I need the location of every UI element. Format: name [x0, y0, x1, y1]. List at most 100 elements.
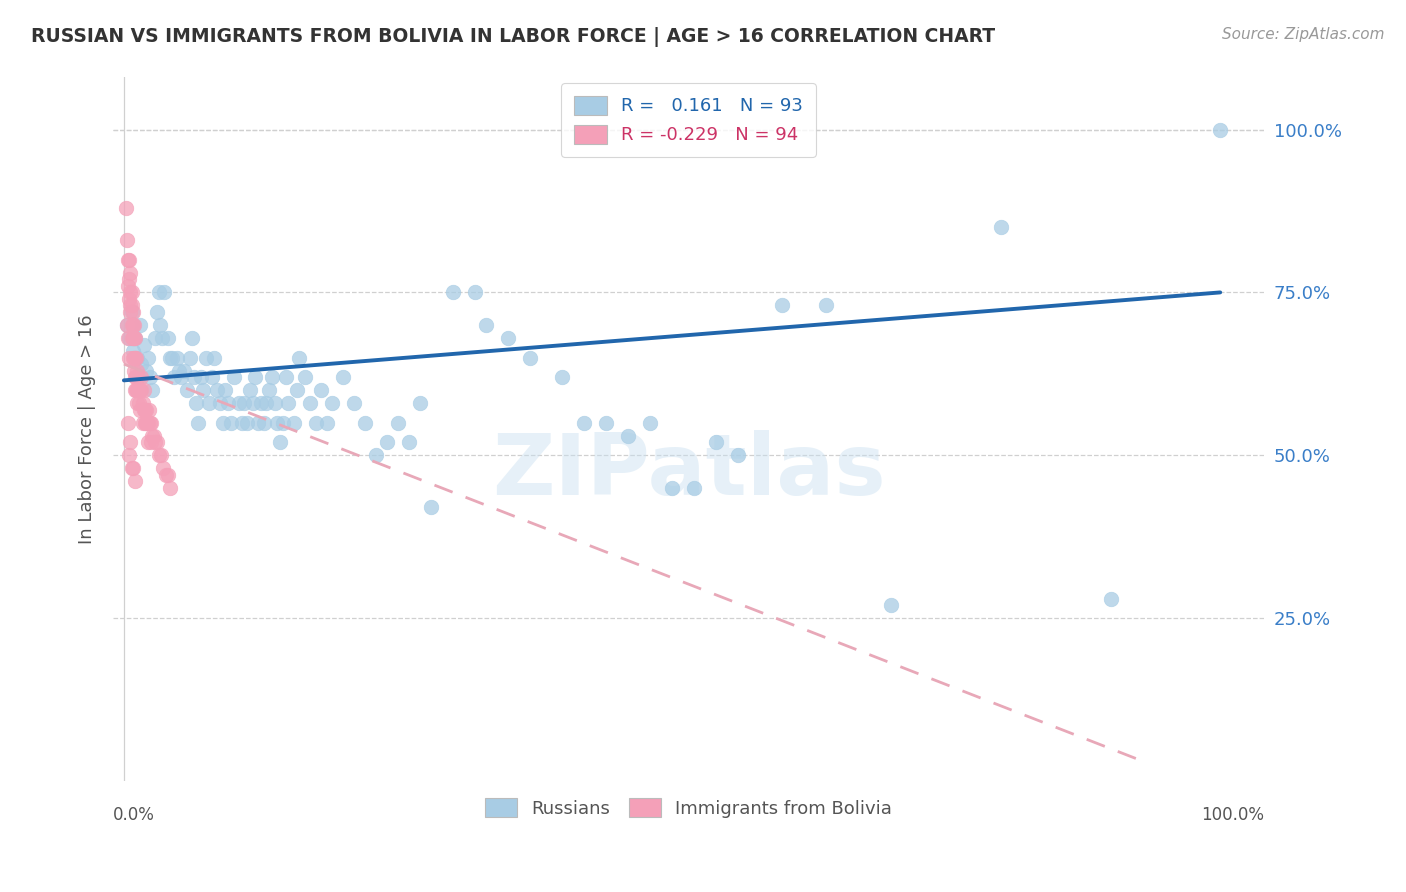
Point [156, 331, 179, 345]
Point [617, 428, 640, 442]
Point [257, 383, 280, 397]
Point [239, 383, 262, 397]
Point [125, 351, 148, 365]
Point [198, 396, 221, 410]
Point [179, 351, 201, 365]
Point [496, 331, 519, 345]
Point [141, 428, 163, 442]
Point [150, 448, 173, 462]
Point [134, 416, 156, 430]
Point [770, 298, 793, 312]
Point [283, 416, 305, 430]
Point [139, 416, 162, 430]
Point [266, 416, 288, 430]
Point [305, 416, 328, 430]
Legend: Russians, Immigrants from Bolivia: Russians, Immigrants from Bolivia [478, 790, 900, 825]
Point [125, 363, 148, 377]
Point [186, 396, 208, 410]
Point [661, 481, 683, 495]
Point [474, 318, 496, 332]
Point [149, 318, 172, 332]
Point [131, 416, 153, 430]
Point [167, 363, 190, 377]
Point [125, 383, 148, 397]
Point [704, 435, 727, 450]
Point [122, 363, 145, 377]
Point [125, 383, 148, 397]
Point [121, 331, 143, 345]
Point [398, 435, 420, 450]
Point [129, 383, 152, 397]
Point [285, 383, 308, 397]
Point [118, 448, 141, 462]
Point [315, 416, 337, 430]
Point [163, 370, 186, 384]
Point [159, 351, 181, 365]
Point [387, 416, 409, 430]
Point [124, 331, 146, 345]
Point [191, 383, 214, 397]
Point [132, 337, 155, 351]
Point [217, 396, 239, 410]
Point [118, 331, 141, 345]
Point [201, 370, 224, 384]
Point [125, 370, 148, 384]
Point [253, 416, 276, 430]
Point [121, 318, 143, 332]
Point [441, 285, 464, 300]
Point [122, 351, 145, 365]
Point [170, 370, 193, 384]
Point [250, 396, 273, 410]
Point [814, 298, 837, 312]
Point [121, 318, 143, 332]
Point [269, 435, 291, 450]
Point [135, 363, 157, 377]
Point [124, 383, 146, 397]
Point [135, 416, 157, 430]
Point [128, 370, 150, 384]
Point [160, 351, 183, 365]
Point [118, 351, 141, 365]
Point [143, 331, 166, 345]
Point [209, 396, 232, 410]
Point [124, 331, 146, 345]
Point [120, 285, 142, 300]
Point [132, 402, 155, 417]
Point [117, 252, 139, 267]
Point [134, 402, 156, 417]
Point [727, 448, 749, 462]
Point [159, 481, 181, 495]
Point [222, 370, 245, 384]
Point [299, 396, 322, 410]
Point [276, 370, 298, 384]
Point [121, 298, 143, 312]
Point [343, 396, 366, 410]
Point [136, 416, 159, 430]
Point [233, 396, 256, 410]
Point [264, 396, 287, 410]
Point [166, 351, 188, 365]
Point [141, 435, 163, 450]
Point [142, 428, 165, 442]
Point [135, 416, 157, 430]
Point [190, 370, 212, 384]
Point [246, 416, 269, 430]
Point [309, 383, 332, 397]
Point [120, 298, 142, 312]
Point [124, 475, 146, 489]
Point [180, 331, 202, 345]
Point [519, 351, 541, 365]
Point [120, 266, 142, 280]
Point [242, 396, 264, 410]
Point [121, 461, 143, 475]
Point [121, 351, 143, 365]
Point [574, 416, 596, 430]
Point [146, 435, 169, 450]
Point [288, 351, 311, 365]
Point [880, 598, 903, 612]
Point [118, 272, 141, 286]
Point [148, 285, 170, 300]
Point [173, 363, 195, 377]
Point [245, 370, 267, 384]
Point [683, 481, 706, 495]
